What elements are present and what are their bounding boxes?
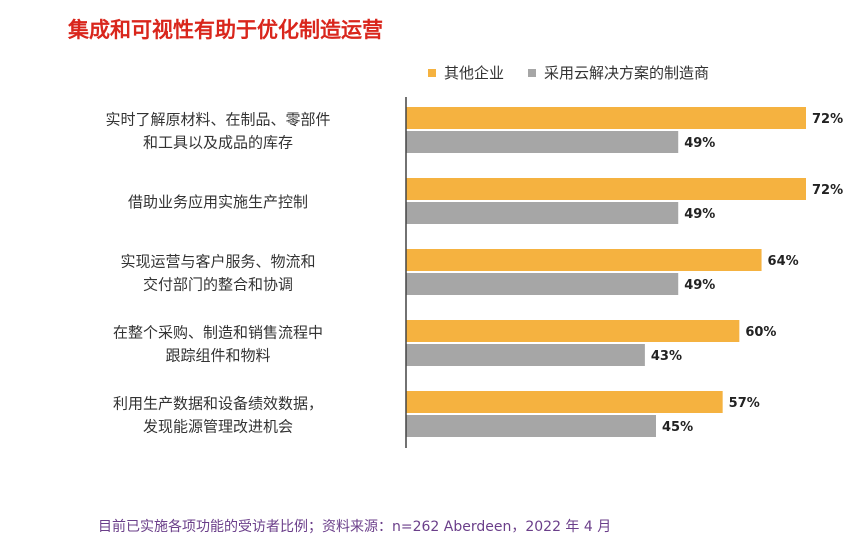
category-label: 实时了解原材料、在制品、零部件 bbox=[105, 111, 330, 129]
category-label: 借助业务应用实施生产控制 bbox=[128, 193, 308, 211]
legend-label-other: 其他企业 bbox=[444, 64, 505, 82]
data-label: 64% bbox=[768, 254, 799, 269]
data-label: 49% bbox=[684, 207, 715, 222]
category-label: 实现运营与客户服务、物流和 bbox=[120, 253, 315, 271]
category-label: 利用生产数据和设备绩效数据， bbox=[113, 395, 323, 413]
data-label: 49% bbox=[684, 136, 715, 151]
bar-cloud bbox=[406, 273, 679, 295]
bar-cloud bbox=[406, 415, 656, 437]
data-label: 72% bbox=[812, 183, 843, 198]
legend-item-other: 其他企业 bbox=[428, 62, 504, 83]
bar-other bbox=[406, 249, 762, 271]
legend-item-cloud: 采用云解决方案的制造商 bbox=[528, 62, 709, 83]
category-label: 跟踪组件和物料 bbox=[165, 347, 270, 365]
data-label: 60% bbox=[745, 325, 776, 340]
data-label: 49% bbox=[684, 278, 715, 293]
bar-other bbox=[406, 178, 806, 200]
legend-label-cloud: 采用云解决方案的制造商 bbox=[544, 64, 710, 82]
footnote: 目前已实施各项功能的受访者比例；资料来源：n=262 Aberdeen，2022… bbox=[98, 519, 612, 535]
bar-cloud bbox=[406, 344, 645, 366]
data-label: 57% bbox=[729, 396, 760, 411]
data-label: 45% bbox=[662, 420, 693, 435]
category-label: 发现能源管理改进机会 bbox=[143, 418, 293, 436]
bar-other bbox=[406, 107, 806, 129]
bar-cloud bbox=[406, 131, 679, 153]
legend-swatch-other bbox=[428, 68, 436, 77]
legend-swatch-cloud bbox=[528, 68, 537, 77]
category-label: 和工具以及成品的库存 bbox=[143, 134, 293, 152]
category-label: 在整个采购、制造和销售流程中 bbox=[113, 324, 323, 342]
chart-title: 集成和可视性有助于优化制造运营 bbox=[68, 18, 383, 42]
category-label: 交付部门的整合和协调 bbox=[143, 276, 293, 294]
bar-other bbox=[406, 391, 723, 413]
data-label: 72% bbox=[812, 112, 843, 127]
data-label: 43% bbox=[651, 349, 682, 364]
bar-other bbox=[406, 320, 740, 342]
bar-cloud bbox=[406, 202, 679, 224]
legend: 其他企业 采用云解决方案的制造商 bbox=[428, 62, 733, 83]
